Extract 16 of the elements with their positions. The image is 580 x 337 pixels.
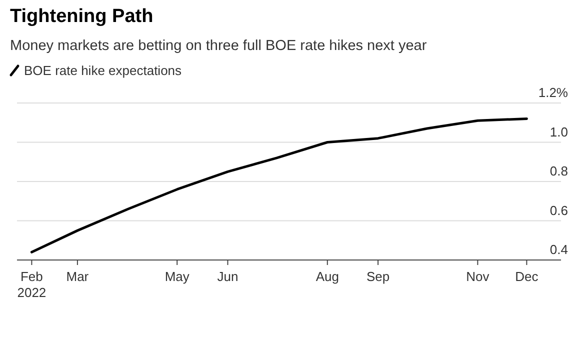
x-tick-label: Dec [515, 269, 539, 284]
y-tick-label: 0.4 [550, 242, 568, 257]
x-tick-label: Jun [217, 269, 238, 284]
x-tick-label: Mar [66, 269, 90, 284]
y-tick-label: 0.6 [550, 202, 568, 218]
y-tick-label: 1.2% [538, 85, 568, 100]
x-tick-label: Nov [466, 269, 490, 284]
chart-subtitle: Money markets are betting on three full BOE rate hikes next year [10, 38, 427, 54]
x-tick-label: May [164, 269, 190, 284]
y-tick-label: 0.8 [550, 164, 568, 178]
x-tick-label: Sep [366, 269, 390, 284]
x-tick-label: Feb 2022 [17, 269, 46, 300]
y-tick-label: 1.0 [550, 124, 568, 140]
legend-label: BOE rate hike expectations [24, 63, 182, 78]
chart-title: Tightening Path [10, 6, 154, 27]
x-tick-label: Aug [316, 269, 339, 284]
